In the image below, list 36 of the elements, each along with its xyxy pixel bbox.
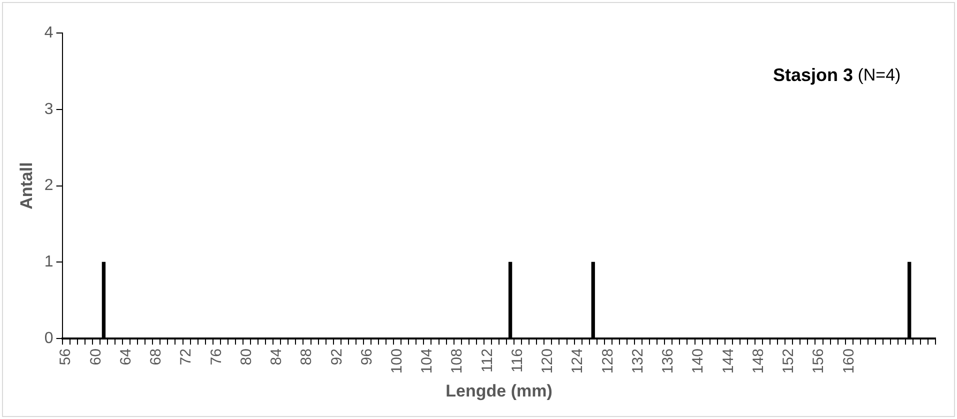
y-tick-label: 4 xyxy=(44,24,54,42)
x-tick-label: 56 xyxy=(57,348,74,366)
x-tick-label: 92 xyxy=(328,348,346,366)
x-axis-title: Lengde (mm) xyxy=(446,381,552,400)
x-tick-label: 112 xyxy=(478,348,496,372)
y-tick-label: 1 xyxy=(44,254,54,271)
x-tick-label: 80 xyxy=(238,348,255,366)
x-tick-label: 160 xyxy=(840,348,858,374)
y-tick-label: 0 xyxy=(44,330,54,347)
x-tick-label: 100 xyxy=(388,348,406,374)
text: Stasjon 3 xyxy=(772,64,854,85)
x-tick-label: 148 xyxy=(750,348,767,374)
y-tick-label: 2 xyxy=(44,177,54,194)
x-tick-label: 152 xyxy=(780,348,798,374)
x-tick-label: 128 xyxy=(599,348,616,374)
x-tick-label: 84 xyxy=(268,348,286,366)
x-tick-label: 132 xyxy=(629,348,646,374)
x-tick-label: 124 xyxy=(569,348,586,374)
y-axis-title: Antall xyxy=(16,162,36,210)
text: (N=4) xyxy=(853,66,901,85)
x-tick-label: 136 xyxy=(660,348,677,374)
x-tick-label: 68 xyxy=(148,348,165,366)
x-tick-label: 144 xyxy=(720,348,737,374)
x-tick-label: 76 xyxy=(208,348,225,366)
x-tick-label: 140 xyxy=(690,348,707,374)
x-tick-label: 120 xyxy=(539,348,556,374)
x-tick-label: 156 xyxy=(810,348,828,374)
x-tick-label: 96 xyxy=(358,348,376,366)
x-tick-label: 88 xyxy=(298,348,316,366)
x-tick-label: 116 xyxy=(508,348,526,372)
x-tick-label: 104 xyxy=(418,348,436,374)
x-tick-label: 64 xyxy=(117,348,134,366)
x-tick-label: 72 xyxy=(178,348,195,366)
x-tick-label: 60 xyxy=(87,348,104,366)
x-tick-label: 108 xyxy=(448,348,466,374)
y-tick-label: 3 xyxy=(44,100,54,118)
